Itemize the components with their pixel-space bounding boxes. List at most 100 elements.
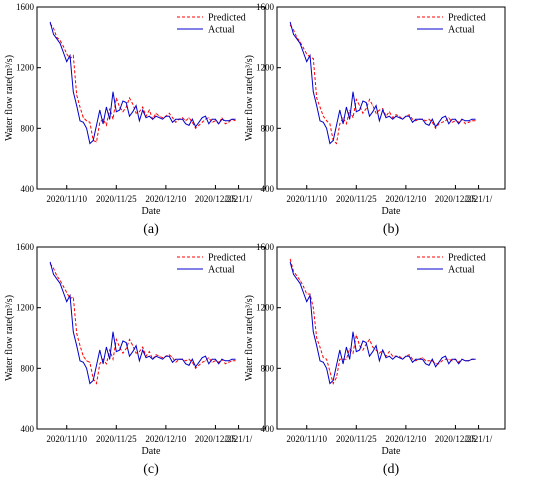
data-point-actual: [435, 126, 436, 128]
data-point-actual: [152, 118, 154, 120]
legend-label-predicted: Predicted: [448, 13, 486, 24]
data-point-actual: [122, 340, 124, 342]
data-point-actual: [418, 358, 420, 360]
data-point-actual: [135, 345, 137, 346]
data-point-predicted: [96, 383, 97, 384]
data-point-predicted: [398, 115, 400, 117]
data-point-predicted: [415, 360, 417, 362]
data-point-predicted: [175, 361, 177, 363]
data-point-actual: [228, 120, 230, 122]
data-point-predicted: [369, 339, 370, 340]
data-point-actual: [375, 345, 377, 346]
data-point-predicted: [408, 354, 410, 356]
data-point-predicted: [435, 127, 436, 129]
data-point-predicted: [349, 109, 351, 111]
data-point-predicted: [326, 358, 327, 360]
data-point-predicted: [234, 360, 236, 362]
data-point-actual: [49, 21, 51, 23]
data-point-actual: [355, 111, 357, 113]
data-point-actual: [208, 363, 210, 365]
data-point-predicted: [112, 358, 114, 360]
data-point-predicted: [168, 354, 170, 356]
data-point-actual: [59, 283, 61, 284]
data-point-actual: [152, 358, 154, 360]
data-point-actual: [129, 115, 130, 117]
y-tick-label: 400: [261, 184, 275, 194]
data-point-actual: [438, 121, 440, 123]
x-tick-label: 2021/1/: [225, 434, 253, 444]
data-point-predicted: [175, 121, 177, 123]
data-point-actual: [438, 361, 440, 363]
data-point-actual: [362, 100, 364, 102]
data-point-predicted: [458, 121, 460, 123]
data-point-predicted: [208, 117, 210, 119]
series-line-predicted: [289, 24, 476, 145]
data-point-predicted: [99, 121, 101, 123]
data-point-predicted: [228, 361, 230, 363]
data-point-actual: [359, 349, 360, 351]
data-point-actual: [224, 360, 226, 362]
y-axis-label: Water flow rate(m³/s): [244, 295, 255, 381]
x-tick-label: 2020/11/25: [96, 194, 137, 204]
data-point-actual: [92, 140, 94, 141]
y-tick-label: 400: [261, 424, 275, 434]
data-point-actual: [349, 358, 351, 360]
data-point-predicted: [82, 117, 84, 119]
data-point-actual: [122, 100, 124, 102]
data-point-predicted: [415, 120, 417, 122]
data-point-actual: [195, 126, 197, 128]
data-point-actual: [79, 360, 81, 362]
data-point-actual: [139, 120, 140, 122]
data-point-actual: [385, 357, 387, 359]
data-point-actual: [178, 118, 180, 120]
data-point-predicted: [448, 358, 450, 360]
data-point-predicted: [142, 106, 144, 108]
data-point-predicted: [102, 358, 104, 360]
y-axis-label: Water flow rate(m³/s): [244, 55, 255, 141]
data-point-predicted: [132, 345, 134, 346]
data-point-predicted: [215, 360, 216, 362]
data-point-predicted: [59, 40, 61, 41]
data-point-actual: [56, 38, 58, 40]
data-point-actual: [412, 121, 413, 123]
data-point-predicted: [125, 106, 127, 108]
data-point-predicted: [451, 121, 453, 123]
data-point-actual: [132, 111, 134, 113]
data-point-actual: [319, 120, 321, 122]
data-point-predicted: [319, 346, 321, 348]
data-point-actual: [375, 105, 377, 106]
data-point-actual: [382, 109, 384, 111]
data-point-actual: [205, 115, 206, 117]
data-point-predicted: [122, 352, 124, 354]
data-point-predicted: [59, 280, 61, 281]
data-point-predicted: [342, 358, 344, 360]
y-tick-label: 1600: [256, 2, 275, 12]
data-point-actual: [428, 364, 430, 366]
data-point-predicted: [293, 29, 294, 31]
data-point-predicted: [362, 349, 364, 351]
series-line-predicted: [49, 263, 236, 385]
data-point-predicted: [382, 108, 384, 109]
data-point-predicted: [438, 363, 440, 365]
data-point-actual: [352, 91, 354, 93]
x-tick-label: 2020/12/10: [145, 194, 187, 204]
data-point-predicted: [53, 27, 54, 29]
data-point-predicted: [296, 36, 298, 38]
data-point-actual: [332, 140, 334, 141]
data-point-predicted: [185, 120, 187, 122]
data-point-actual: [352, 331, 354, 333]
data-point-actual: [329, 383, 331, 384]
data-point-actual: [99, 109, 101, 111]
data-point-predicted: [139, 351, 140, 352]
data-point-actual: [451, 358, 453, 360]
data-point-actual: [303, 292, 304, 293]
legend-label-predicted: Predicted: [208, 253, 246, 264]
data-point-predicted: [332, 383, 334, 384]
data-point-actual: [86, 127, 87, 129]
data-point-predicted: [464, 123, 466, 125]
data-point-actual: [392, 358, 394, 360]
data-point-actual: [346, 346, 347, 348]
data-point-actual: [412, 361, 413, 363]
data-point-actual: [158, 357, 160, 359]
legend-label-predicted: Predicted: [448, 253, 486, 264]
